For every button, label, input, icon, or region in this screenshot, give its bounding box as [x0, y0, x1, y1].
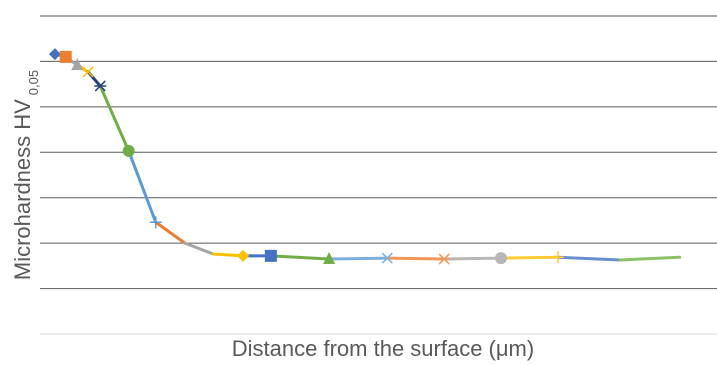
line-segment [556, 255, 622, 262]
line-segment [618, 255, 682, 262]
marker [323, 252, 336, 265]
line-segment [499, 255, 560, 260]
y-axis-label: Microhardness HV 0,05 [10, 70, 41, 280]
marker [48, 48, 61, 61]
marker [495, 252, 508, 265]
marker [551, 251, 564, 264]
marker [264, 249, 277, 262]
line-segment [154, 220, 187, 245]
marker [237, 249, 250, 262]
line-segment [269, 254, 331, 261]
marker [438, 253, 451, 265]
marker [59, 50, 72, 63]
line-segment [327, 256, 389, 261]
x-axis-label: Distance from the surface (μm) [232, 336, 534, 361]
line-segment [98, 84, 131, 153]
marker [381, 252, 393, 264]
line-segment [127, 149, 158, 224]
marker [149, 216, 162, 229]
y-axis-label-main: Microhardness HV [10, 99, 35, 280]
line-segment [183, 241, 215, 256]
line-segment [442, 256, 503, 261]
y-axis-title: Microhardness HV 0,05 [10, 70, 41, 280]
y-axis-label-sub: 0,05 [26, 70, 41, 95]
marker [122, 144, 135, 157]
marker [94, 80, 107, 92]
marker [82, 66, 94, 78]
marker [71, 58, 84, 71]
line-segment [385, 256, 446, 261]
